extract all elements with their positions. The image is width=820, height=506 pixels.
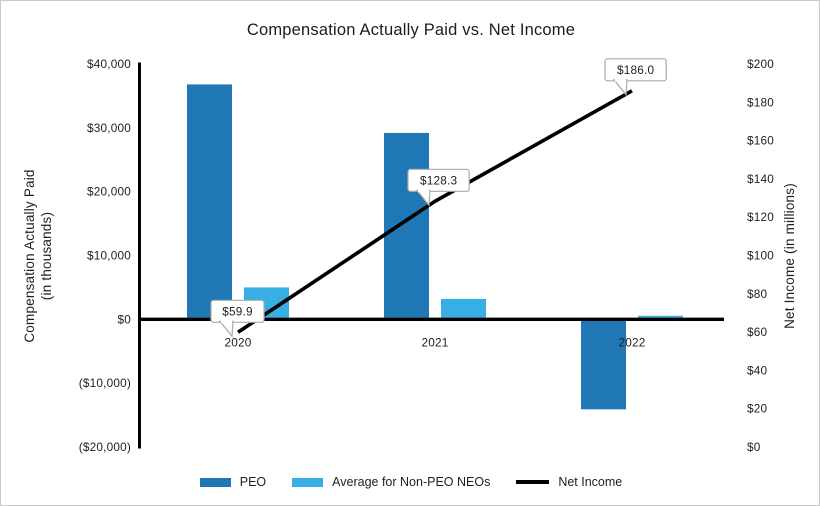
legend-item-peo: PEO (199, 475, 267, 489)
non-peo-swatch (292, 477, 324, 487)
left-axis-tick-label: $40,000 (87, 57, 131, 71)
left-axis-tick-label: ($20,000) (79, 440, 131, 454)
legend: PEO Average for Non-PEO NEOs Net Income (1, 475, 819, 489)
legend-item-net-income: Net Income (516, 475, 622, 489)
data-label-2020: $59.9 (222, 304, 253, 318)
legend-label-net-income: Net Income (558, 475, 623, 489)
callout-tail-joint (418, 189, 429, 193)
callout-tail-joint (221, 320, 232, 324)
callout-tail (218, 320, 234, 338)
left-axis-tick-label: ($10,000) (79, 376, 131, 390)
right-axis-tick-label: $180 (747, 95, 774, 109)
x-axis-label-2021: 2021 (421, 335, 448, 349)
legend-label-non-peo: Average for Non-PEO NEOs (332, 475, 491, 489)
callout-box (210, 299, 265, 323)
right-axis-tick-label: $40 (747, 363, 768, 377)
callout-tail (612, 79, 628, 97)
chart-title: Compensation Actually Paid vs. Net Incom… (246, 21, 576, 39)
right-axis-tick-label: $0 (747, 440, 761, 454)
left-axis-tick-label: $10,000 (87, 249, 131, 263)
callout-box (604, 58, 667, 82)
peo-swatch (199, 477, 231, 487)
bar-non-peo-2022 (638, 315, 683, 318)
bar-peo-2021 (384, 132, 429, 318)
net-income-swatch (516, 480, 550, 484)
net-income-line (237, 89, 633, 334)
right-axis-tick-label: $60 (747, 325, 768, 339)
right-axis-tick-label: $80 (747, 287, 768, 301)
left-axis-tick-label: $20,000 (87, 185, 131, 199)
right-axis-tick-label: $200 (747, 57, 774, 71)
x-axis-label-2022: 2022 (618, 335, 645, 349)
right-axis-tick-label: $120 (747, 210, 774, 224)
callout-tail-joint (615, 78, 626, 82)
data-label-2022: $186.0 (617, 63, 655, 77)
right-axis-tick-label: $140 (747, 172, 774, 186)
bar-peo-2020 (187, 84, 232, 318)
legend-item-non-peo: Average for Non-PEO NEOs (292, 475, 490, 489)
right-axis-tick-label: $100 (747, 249, 774, 263)
right-axis-tick-label: $20 (747, 402, 768, 416)
bar-peo-2022 (581, 320, 626, 410)
left-axis-tick-label: $30,000 (87, 121, 131, 135)
callout-box (407, 168, 470, 192)
legend-label-peo: PEO (239, 475, 267, 489)
bar-non-peo-2021 (441, 298, 486, 318)
data-label-2021: $128.3 (420, 173, 458, 187)
right-axis-tick-label: $160 (747, 134, 774, 148)
left-axis-tick-label: $0 (117, 312, 131, 326)
x-axis-label-2020: 2020 (224, 335, 251, 349)
